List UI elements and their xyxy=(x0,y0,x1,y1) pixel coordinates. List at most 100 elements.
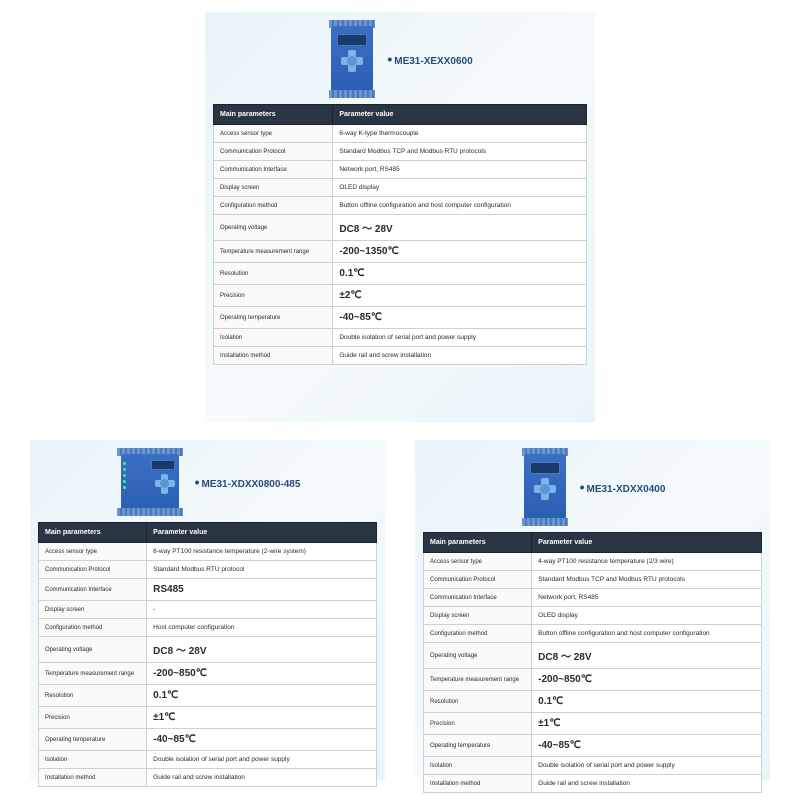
device-illustration xyxy=(327,20,377,98)
spec-value: Standard Modbus TCP and Modbus RTU proto… xyxy=(532,571,762,589)
spec-label: Temperature measurement range xyxy=(424,669,532,691)
table-row: Temperature measurement range-200~850℃ xyxy=(424,669,762,691)
spec-label: Installation method xyxy=(214,347,333,365)
spec-label: Configuration method xyxy=(424,625,532,643)
spec-table-right: Main parameters Parameter value Access s… xyxy=(423,532,762,793)
spec-value: DC8 ～ 28V xyxy=(147,637,377,663)
device-header-top: •ME31-XEXX0600 xyxy=(213,20,587,98)
spec-label: Precision xyxy=(39,707,147,729)
product-title-text: ME31-XDXX0400 xyxy=(586,484,665,495)
table-row: Operating temperature-40~85℃ xyxy=(39,729,377,751)
table-row: Operating voltageDC8 ～ 28V xyxy=(214,215,587,241)
table-row: Display screenOLED display xyxy=(214,179,587,197)
spec-value: -200~850℃ xyxy=(532,669,762,691)
spec-label: Operating temperature xyxy=(39,729,147,751)
device-header-left: •ME31-XDXX0800-485 xyxy=(38,448,377,516)
spec-label: Display screen xyxy=(424,607,532,625)
spec-value: Guide rail and screw installation xyxy=(147,769,377,787)
bullet-icon: • xyxy=(195,474,200,490)
spec-value: Double isolation of serial port and powe… xyxy=(333,329,587,347)
spec-label: Installation method xyxy=(39,769,147,787)
table-row: Operating temperature-40~85℃ xyxy=(424,735,762,757)
table-header-param: Main parameters xyxy=(39,523,147,543)
spec-value: Double isolation of serial port and powe… xyxy=(532,757,762,775)
table-row: Configuration methodHost computer config… xyxy=(39,619,377,637)
table-row: Installation methodGuide rail and screw … xyxy=(214,347,587,365)
table-row: Access sensor type6-way K-type thermocou… xyxy=(214,125,587,143)
spec-value: -200~850℃ xyxy=(147,663,377,685)
table-header-param: Main parameters xyxy=(424,533,532,553)
spec-value: Host computer configuration xyxy=(147,619,377,637)
spec-value: Network port, RS485 xyxy=(532,589,762,607)
spec-label: Temperature measurement range xyxy=(39,663,147,685)
spec-value: Double isolation of serial port and powe… xyxy=(147,751,377,769)
table-row: Resolution0.1℃ xyxy=(214,263,587,285)
spec-tbody: Access sensor type6-way K-type thermocou… xyxy=(214,125,587,365)
spec-value: OLED display xyxy=(532,607,762,625)
spec-value: Guide rail and screw installation xyxy=(333,347,587,365)
product-panel-left: •ME31-XDXX0800-485 Main parameters Param… xyxy=(30,440,385,780)
table-row: Operating temperature-40~85℃ xyxy=(214,307,587,329)
table-row: Communication ProtocolStandard Modbus RT… xyxy=(39,561,377,579)
spec-label: Display screen xyxy=(214,179,333,197)
table-row: Resolution0.1℃ xyxy=(39,685,377,707)
spec-value: -200~1350℃ xyxy=(333,241,587,263)
spec-label: Precision xyxy=(214,285,333,307)
spec-label: Operating voltage xyxy=(214,215,333,241)
spec-tbody: Access sensor type4-way PT100 resistance… xyxy=(424,553,762,793)
spec-label: Operating voltage xyxy=(424,643,532,669)
table-row: Precision±1℃ xyxy=(424,713,762,735)
spec-label: Configuration method xyxy=(214,197,333,215)
device-illustration xyxy=(520,448,570,526)
spec-label: Operating temperature xyxy=(424,735,532,757)
spec-value: 4-way PT100 resistance temperature (2/3 … xyxy=(532,553,762,571)
spec-value: RS485 xyxy=(147,579,377,601)
spec-value: OLED display xyxy=(333,179,587,197)
product-title: •ME31-XDXX0400 xyxy=(580,479,666,495)
table-row: Communication InterfaceNetwork port, RS4… xyxy=(214,161,587,179)
table-row: Precision±2℃ xyxy=(214,285,587,307)
spec-value: 6-way K-type thermocouple xyxy=(333,125,587,143)
spec-label: Isolation xyxy=(39,751,147,769)
spec-label: Communication Protocol xyxy=(424,571,532,589)
device-header-right: •ME31-XDXX0400 xyxy=(423,448,762,526)
spec-label: Communication Interface xyxy=(424,589,532,607)
spec-value: ±2℃ xyxy=(333,285,587,307)
table-row: Communication InterfaceNetwork port, RS4… xyxy=(424,589,762,607)
spec-value: Standard Modbus TCP and Modbus RTU proto… xyxy=(333,143,587,161)
spec-value: DC8 ～ 28V xyxy=(333,215,587,241)
spec-value: -40~85℃ xyxy=(147,729,377,751)
spec-label: Resolution xyxy=(424,691,532,713)
spec-label: Isolation xyxy=(214,329,333,347)
table-row: Temperature measurement range-200~850℃ xyxy=(39,663,377,685)
spec-label: Display screen xyxy=(39,601,147,619)
product-title: •ME31-XEXX0600 xyxy=(387,51,472,67)
spec-value: Button offline configuration and host co… xyxy=(333,197,587,215)
spec-label: Communication Protocol xyxy=(214,143,333,161)
spec-label: Communication Protocol xyxy=(39,561,147,579)
table-row: Display screen- xyxy=(39,601,377,619)
table-header-value: Parameter value xyxy=(147,523,377,543)
table-row: Access sensor type4-way PT100 resistance… xyxy=(424,553,762,571)
spec-label: Access sensor type xyxy=(424,553,532,571)
product-title-text: ME31-XEXX0600 xyxy=(394,56,472,67)
table-row: Display screenOLED display xyxy=(424,607,762,625)
table-row: Operating voltageDC8 ～ 28V xyxy=(424,643,762,669)
table-row: IsolationDouble isolation of serial port… xyxy=(214,329,587,347)
spec-tbody: Access sensor type8-way PT100 resistance… xyxy=(39,543,377,787)
table-header-value: Parameter value xyxy=(333,105,587,125)
spec-value: Network port, RS485 xyxy=(333,161,587,179)
spec-value: Guide rail and screw installation xyxy=(532,775,762,793)
spec-value: DC8 ～ 28V xyxy=(532,643,762,669)
bullet-icon: • xyxy=(580,479,585,495)
spec-value: Button offline configuration and host co… xyxy=(532,625,762,643)
table-row: Communication ProtocolStandard Modbus TC… xyxy=(214,143,587,161)
table-row: Installation methodGuide rail and screw … xyxy=(39,769,377,787)
spec-value: 0.1℃ xyxy=(147,685,377,707)
spec-table-left: Main parameters Parameter value Access s… xyxy=(38,522,377,787)
spec-label: Installation method xyxy=(424,775,532,793)
table-row: Communication InterfaceRS485 xyxy=(39,579,377,601)
bullet-icon: • xyxy=(387,51,392,67)
spec-value: ±1℃ xyxy=(532,713,762,735)
table-row: Operating voltageDC8 ～ 28V xyxy=(39,637,377,663)
